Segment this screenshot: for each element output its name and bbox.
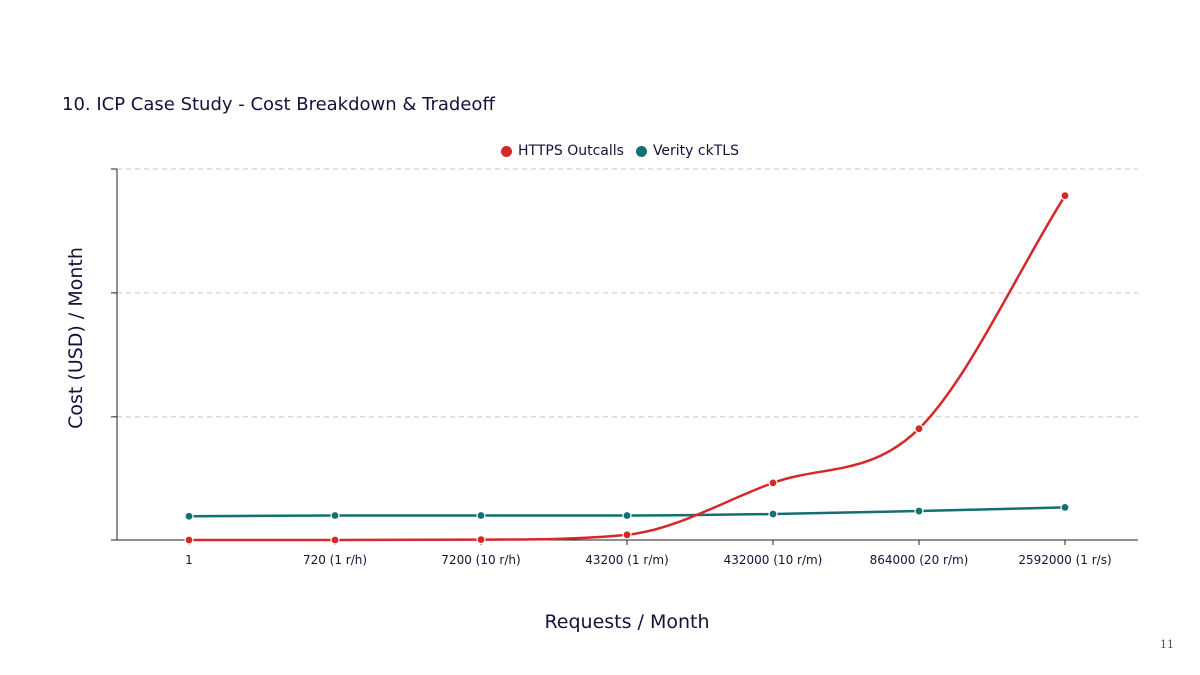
legend-label-https-outcalls: HTTPS Outcalls [518,143,624,159]
data-point-verity-cktls [1060,502,1070,512]
data-point-https-outcalls [622,530,632,540]
data-point-https-outcalls [184,535,194,545]
data-point-verity-cktls [184,511,194,521]
data-point-verity-cktls [622,510,632,521]
chart-legend: HTTPS Outcalls Verity ckTLS [0,143,1200,159]
x-tick-label: 1 [185,553,193,567]
x-tick-label: 720 (1 r/h) [303,553,367,567]
data-point-verity-cktls [768,509,778,519]
x-tick-label: 7200 (10 r/h) [441,553,520,567]
x-tick-label: 2592000 (1 r/s) [1018,553,1111,567]
data-point-https-outcalls [330,535,340,545]
legend-item-verity-cktls[interactable]: Verity ckTLS [635,143,739,159]
data-point-https-outcalls [1060,191,1070,201]
legend-label-verity-cktls: Verity ckTLS [652,143,739,159]
data-point-verity-cktls [330,510,340,521]
x-axis-title: Requests / Month [544,611,710,633]
legend-marker-https-outcalls [501,145,513,157]
page-number: 11 [1160,638,1174,651]
data-point-https-outcalls [476,535,486,545]
data-point-https-outcalls [914,424,924,434]
series-line-https-outcalls [187,194,1067,542]
data-point-https-outcalls [768,478,778,488]
x-tick-label: 43200 (1 r/m) [585,553,668,567]
data-point-verity-cktls [476,510,486,521]
slide-title: 10. ICP Case Study - Cost Breakdown & Tr… [62,94,495,115]
legend-item-https-outcalls[interactable]: HTTPS Outcalls [501,143,624,159]
x-tick-label: 864000 (20 r/m) [870,553,969,567]
legend-marker-verity-cktls [635,145,647,157]
x-tick-label: 432000 (10 r/m) [724,553,823,567]
y-axis-title: Cost (USD) / Month [65,247,87,429]
data-point-verity-cktls [914,506,924,516]
